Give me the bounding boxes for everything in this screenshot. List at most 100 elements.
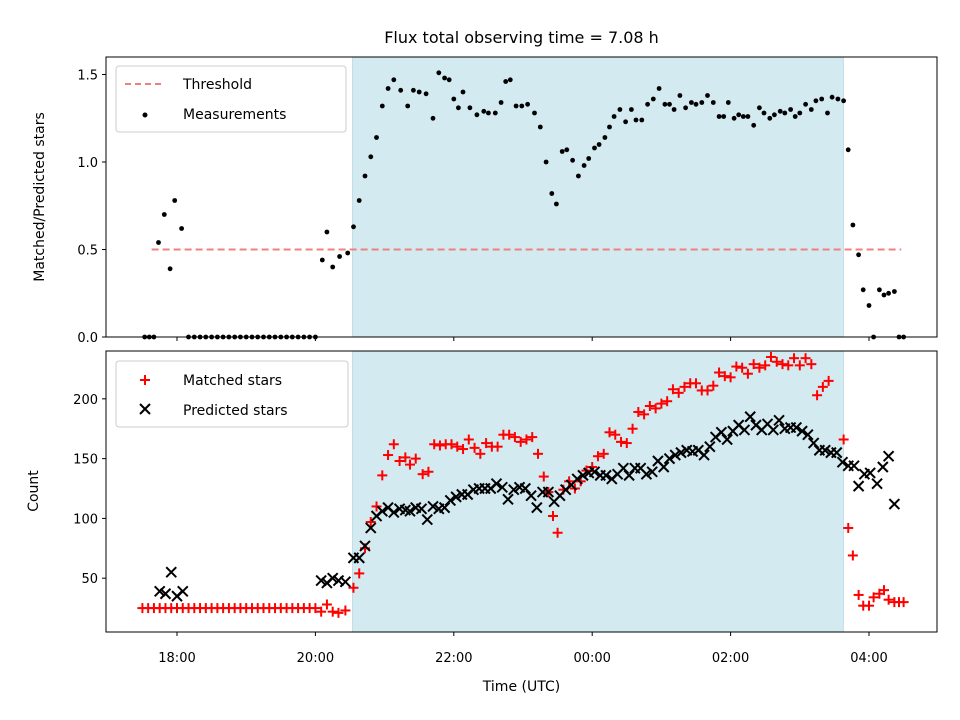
predicted-star-point [802,428,814,441]
matched-star-point [365,516,376,527]
predicted-star-point [871,478,883,490]
measurement-point [374,135,379,140]
matched-star-point [783,360,794,371]
measurement-point [179,226,185,231]
predicted-star-point [525,489,537,502]
measurement-point [650,96,656,102]
measurement-point [751,122,757,128]
matched-star-point [400,452,411,463]
predicted-star-point [646,466,658,478]
predicted-star-point [640,468,653,480]
matched-star-point [532,448,543,459]
predicted-star-point [165,566,177,578]
matched-star-point [509,432,520,443]
matched-star-point [354,568,365,579]
predicted-star-point [444,494,457,507]
predicted-star-point [819,444,831,456]
matched-star-point [644,401,655,412]
predicted-star-point [542,486,555,498]
measurement-point [788,107,793,112]
predicted-star-point [744,411,756,423]
measurement-point [808,107,814,112]
measurement-point [554,201,559,207]
predicted-star-point [767,424,779,436]
predicted-star-point [773,414,785,427]
measurement-point [683,105,688,111]
measurement-point [740,114,746,119]
measurement-point [856,252,861,258]
measurement-point [617,107,623,112]
matched-star-point [771,356,782,367]
predicted-star-point [836,456,849,468]
bottom-x-tick-label: 22:00 [435,651,472,666]
measurement-point [886,290,891,296]
measurement-point [602,135,608,140]
legend-label-measurements: Measurements [183,107,286,123]
measurement-point [391,77,397,83]
matched-star-point [340,605,351,616]
matched-star-point [878,585,889,596]
matched-star-point [714,367,725,378]
matched-star-point [552,527,563,538]
matched-star-point [817,381,828,392]
predicted-star-point [388,506,400,519]
matched-star-point [812,390,823,401]
measurement-point [498,100,504,105]
matched-star-point [847,550,858,561]
measurement-point [379,103,385,109]
matched-star-point [333,607,344,618]
measurement-point [537,124,543,130]
matched-star-point [481,438,492,449]
matched-star-point [725,372,736,383]
top-y-tick-label: 0.5 [77,244,98,259]
top-legend-box [115,65,347,133]
matched-star-point [806,359,817,370]
predicted-star-point [502,493,514,505]
measurement-point [467,105,473,111]
predicted-star-point [738,424,751,436]
measurement-point [725,100,731,105]
predicted-star-point [315,574,327,587]
predicted-star-point [663,452,676,465]
top-y-axis-label: Matched/Predicted stars [32,112,48,282]
matched-star-point [475,448,486,459]
matched-star-point [898,597,909,608]
predicted-star-point [790,421,803,434]
predicted-star-point [577,469,589,482]
matched-star-point [868,592,879,603]
measurement-point [845,147,851,153]
matched-star-point [327,606,338,617]
matched-star-point [469,442,480,453]
measurement-point [416,89,422,95]
measurement-point [385,86,391,91]
matched-star-point [423,466,434,477]
predicted-star-point [496,481,508,494]
matched-star-point [748,359,759,370]
matched-star-point [417,469,428,480]
matched-star-point [777,359,788,370]
matched-star-point [691,378,701,389]
legend-label-matched: Matched stars [183,373,282,389]
matched-star-point [515,436,526,447]
measurement-point [492,110,498,116]
legend-measurements-marker [142,112,148,118]
matched-star-point [760,360,771,371]
predicted-star-point [159,588,172,600]
measurement-point [662,101,668,107]
matched-star-point [610,429,621,440]
measurement-point [362,173,368,179]
measurement-point [368,154,374,160]
legend-label-predicted: Predicted stars [183,403,288,419]
predicted-star-point [571,473,583,485]
measurement-point [513,103,519,109]
measurement-point [667,101,672,107]
matched-star-point [627,423,638,434]
predicted-star-point [864,467,876,479]
matched-star-point [639,409,650,420]
measurement-point [167,266,173,272]
matched-star-point [504,429,515,440]
top-y-tick-label: 0.0 [77,331,98,346]
measurement-point [699,100,705,105]
measurement-point [549,191,555,196]
predicted-star-point [888,498,901,510]
